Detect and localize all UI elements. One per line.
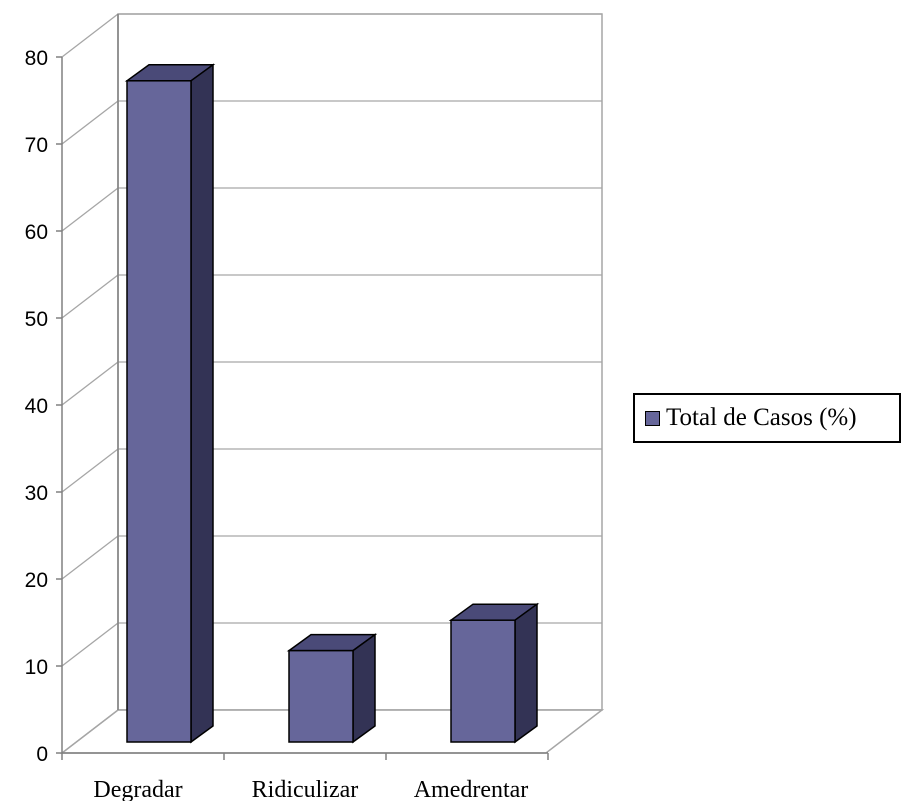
y-tick-label: 80 bbox=[25, 47, 48, 70]
chart-legend: Total de Casos (%) bbox=[633, 393, 901, 443]
y-tick-label: 0 bbox=[36, 743, 48, 766]
x-category-label: Degradar bbox=[93, 777, 182, 801]
legend-label: Total de Casos (%) bbox=[666, 404, 857, 431]
gridline-side bbox=[61, 448, 119, 493]
bar-side-face bbox=[190, 63, 214, 744]
y-tick-label: 40 bbox=[25, 395, 48, 418]
gridline-side bbox=[61, 709, 119, 754]
y-tick-label: 70 bbox=[25, 134, 48, 157]
gridline-side bbox=[61, 535, 119, 580]
gridline-side bbox=[61, 187, 119, 232]
bar bbox=[286, 633, 378, 744]
x-category-label: Amedrentar bbox=[414, 777, 529, 801]
y-tick-label: 50 bbox=[25, 308, 48, 331]
y-tick-label: 60 bbox=[25, 221, 48, 244]
bar-side-face bbox=[514, 602, 538, 744]
x-category-label: Ridiculizar bbox=[252, 777, 359, 801]
y-tick-label: 10 bbox=[25, 656, 48, 679]
gridline-side bbox=[61, 13, 119, 58]
y-axis-tick-labels: 0 10 20 30 40 50 60 70 80 bbox=[25, 47, 48, 766]
chart-bars bbox=[124, 63, 540, 744]
bar-front-face bbox=[450, 619, 516, 743]
bar-front-face bbox=[288, 649, 354, 743]
gridline-side bbox=[61, 622, 119, 667]
bar-side-face bbox=[352, 633, 376, 744]
chart-axes bbox=[56, 14, 549, 760]
x-axis-category-labels: Degradar Ridiculizar Amedrentar bbox=[93, 777, 529, 803]
bar bbox=[124, 63, 216, 744]
gridline-side bbox=[61, 361, 119, 406]
gridline-side bbox=[61, 274, 119, 319]
gridline-side bbox=[61, 100, 119, 145]
y-tick-label: 20 bbox=[25, 569, 48, 592]
legend-swatch bbox=[645, 410, 660, 426]
bar-front-face bbox=[126, 80, 192, 743]
y-tick-label: 30 bbox=[25, 482, 48, 505]
bar bbox=[448, 602, 540, 744]
